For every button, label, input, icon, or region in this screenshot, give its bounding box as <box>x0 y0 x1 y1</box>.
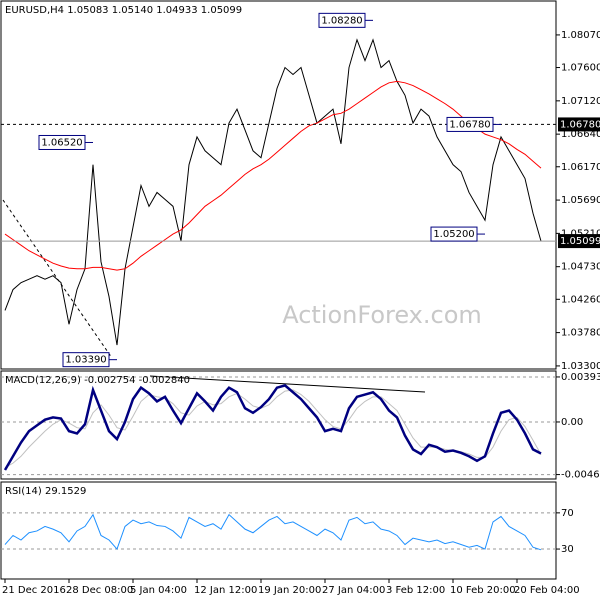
y-tick-label: 1.08070 <box>561 30 600 41</box>
watermark: ActionForex.com <box>282 301 482 329</box>
panel-title: EURUSD,H4 1.05083 1.05140 1.04933 1.0509… <box>5 5 242 16</box>
annotation-box <box>430 226 478 242</box>
panel-title: RSI(14) 29.1529 <box>5 486 86 497</box>
level-box <box>558 234 600 249</box>
series-line <box>4 38 542 346</box>
y-tick-label: 1.04260 <box>561 294 600 305</box>
y-tick-label: 30 <box>561 544 574 555</box>
y-tick-label: 1.04730 <box>561 262 600 273</box>
x-tick-label: 3 Feb 12:00 <box>386 585 445 596</box>
level-label: 1.06780 <box>560 119 600 130</box>
series-line <box>4 513 542 551</box>
y-tick-label: 1.03780 <box>561 328 600 339</box>
annotation-box <box>38 134 86 150</box>
annotation-box <box>62 352 110 368</box>
y-tick-label: 1.05690 <box>561 195 600 206</box>
y-tick-label: 1.03300 <box>561 361 600 372</box>
x-tick-label: 28 Dec 08:00 <box>66 585 133 596</box>
x-tick-label: 5 Jan 04:00 <box>130 585 187 596</box>
x-tick-label: 21 Dec 2016 <box>2 585 66 596</box>
y-tick-label: 1.07600 <box>561 63 600 74</box>
panel-frame <box>0 370 557 480</box>
series-line <box>4 80 542 271</box>
annotation-label: 1.05200 <box>433 229 474 240</box>
annotation-label: 1.03390 <box>65 355 106 366</box>
y-tick-label: 1.05210 <box>561 228 600 239</box>
x-tick-label: 19 Jan 20:00 <box>258 585 321 596</box>
level-box <box>558 117 600 132</box>
y-tick-label: -0.0046 <box>561 470 600 481</box>
series-line <box>3 383 542 471</box>
trend-line <box>2 199 113 359</box>
annotation-box <box>446 116 494 132</box>
y-tick-label: 70 <box>561 508 574 519</box>
annotation-label: 1.06780 <box>449 119 490 130</box>
annotation-label: 1.06520 <box>41 137 82 148</box>
x-tick-label: 27 Jan 04:00 <box>322 585 385 596</box>
x-tick-label: 20 Feb 04:00 <box>514 585 580 596</box>
annotation-label: 1.08280 <box>321 15 362 26</box>
panel-title: MACD(12,26,9) -0.002754 -0.002840 <box>5 375 190 386</box>
x-tick-label: 12 Jan 12:00 <box>194 585 257 596</box>
x-tick-label: 10 Feb 20:00 <box>450 585 516 596</box>
y-tick-label: 0.00 <box>561 417 583 428</box>
annotation-box <box>318 12 366 28</box>
y-tick-label: 1.06170 <box>561 162 600 173</box>
y-tick-label: 1.06640 <box>561 129 600 140</box>
panel-frame <box>0 0 557 370</box>
y-tick-label: 1.07120 <box>561 96 600 107</box>
macd-trend-line <box>149 375 426 393</box>
panel-frame <box>0 481 557 580</box>
y-tick-label: 0.003937 <box>561 372 600 383</box>
level-label: 1.05099 <box>560 236 600 247</box>
